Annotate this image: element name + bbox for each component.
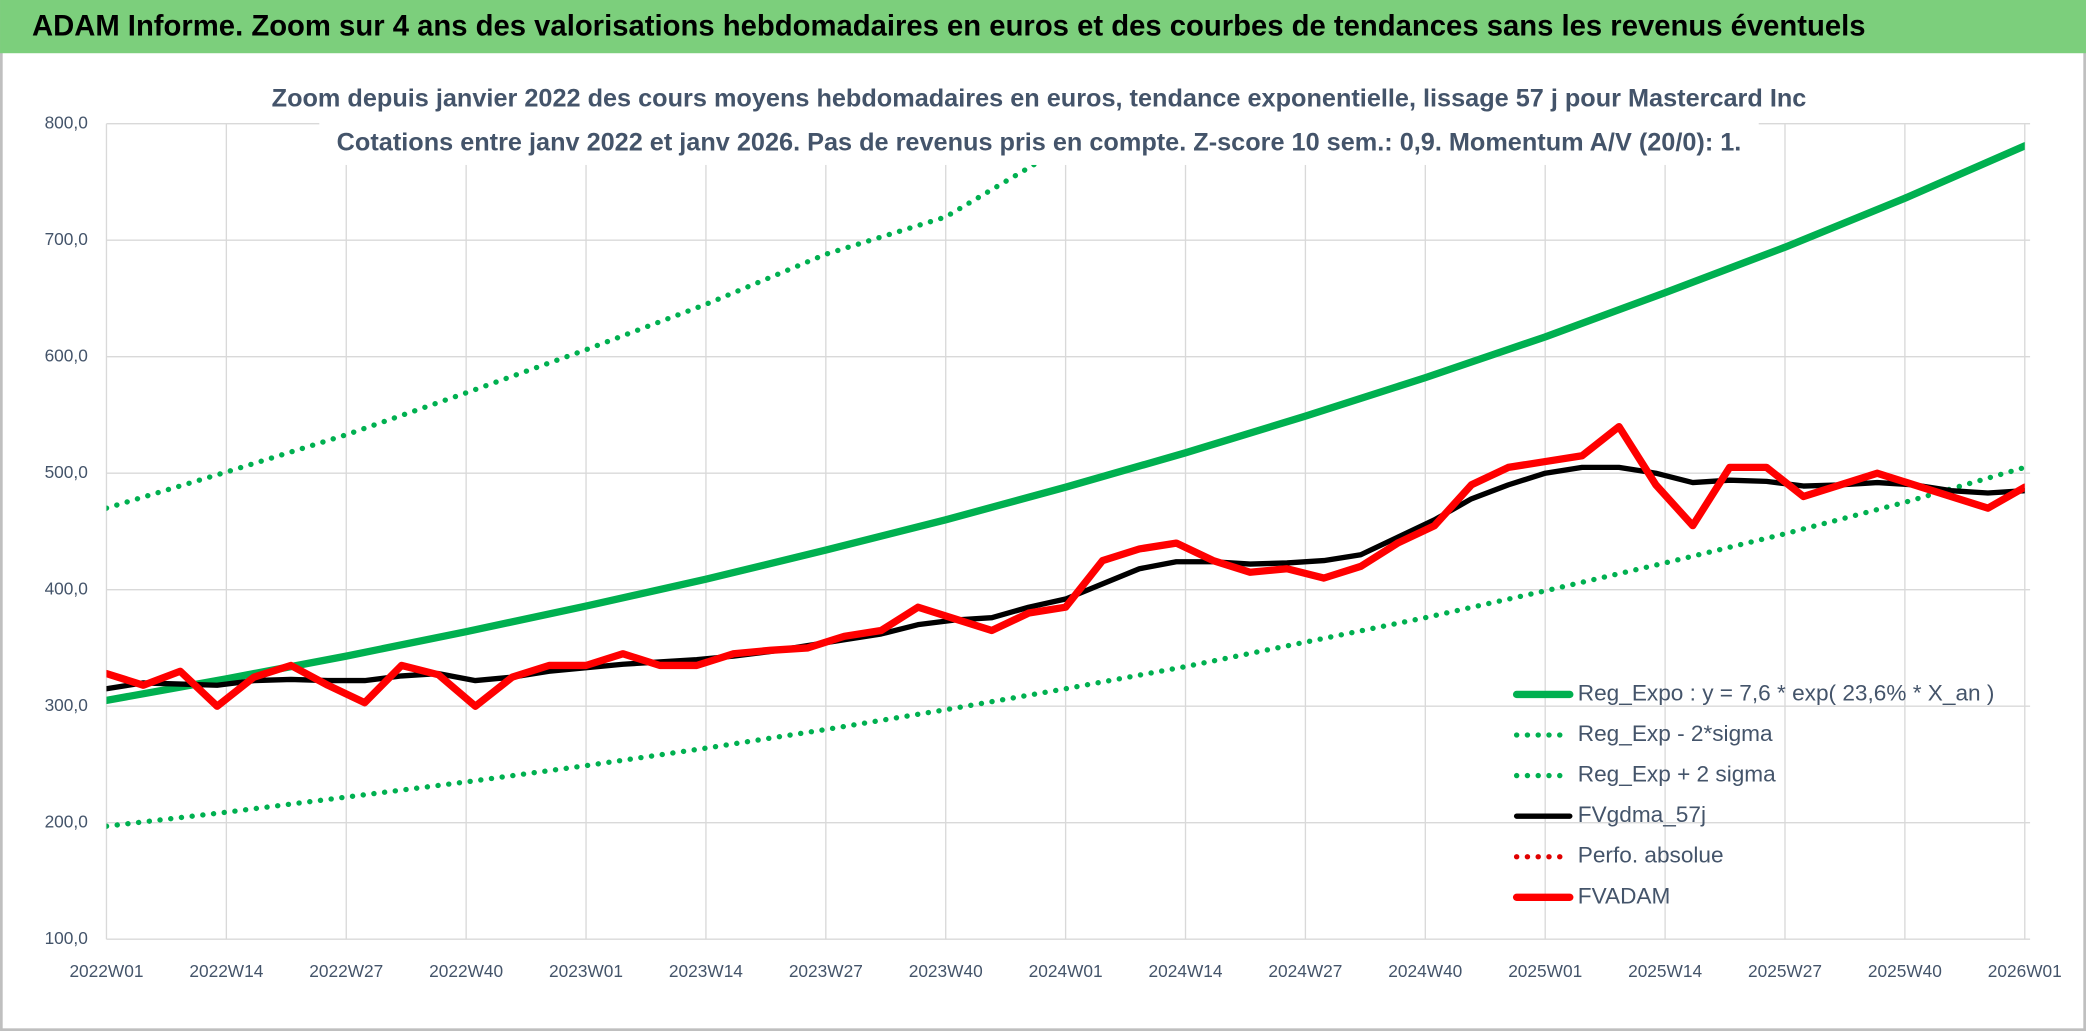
y-tick-label: 600,0	[45, 345, 88, 365]
x-tick-label: 2025W01	[1508, 961, 1582, 981]
y-tick-label: 500,0	[45, 462, 88, 482]
y-tick-label: 400,0	[45, 578, 88, 598]
x-tick-label: 2022W14	[189, 961, 263, 981]
chart-title: Zoom depuis janvier 2022 des cours moyen…	[272, 84, 1807, 112]
x-tick-label: 2022W01	[69, 961, 143, 981]
plot	[106, 123, 2025, 829]
x-tick-label: 2026W01	[1988, 961, 2062, 981]
series-line	[106, 142, 2025, 705]
x-tick-label: 2023W27	[789, 961, 863, 981]
x-tick-label: 2023W14	[669, 961, 743, 981]
legend-label: FVgdma_57j	[1578, 802, 1706, 827]
x-tick-label: 2023W40	[909, 961, 983, 981]
x-tick-label: 2024W40	[1388, 961, 1462, 981]
header-bar	[0, 0, 2086, 54]
legend-label: Reg_Expo : y = 7,6 * exp( 23,6% * X_an )	[1578, 680, 1995, 705]
title-box	[319, 79, 1759, 165]
y-tick-label: 300,0	[45, 695, 88, 715]
x-tick-label: 2023W01	[549, 961, 623, 981]
legend: Reg_Expo : y = 7,6 * exp( 23,6% * X_an )…	[1512, 680, 1995, 908]
x-tick-label: 2024W27	[1268, 961, 1342, 981]
x-tick-label: 2025W27	[1748, 961, 1822, 981]
legend-label: Reg_Exp + 2 sigma	[1578, 762, 1776, 787]
series-line	[106, 422, 2025, 710]
y-tick-label: 800,0	[45, 112, 88, 132]
y-tick-label: 100,0	[45, 928, 88, 948]
y-tick-label: 200,0	[45, 811, 88, 831]
series-line	[106, 123, 1117, 511]
x-tick-label: 2024W14	[1149, 961, 1223, 981]
legend-label: Reg_Exp - 2*sigma	[1578, 721, 1773, 746]
x-tick-label: 2022W40	[429, 961, 503, 981]
x-tick-label: 2022W27	[309, 961, 383, 981]
x-tick-label: 2025W40	[1868, 961, 1942, 981]
series-line	[106, 464, 2025, 829]
header-title: ADAM Informe. Zoom sur 4 ans des valoris…	[32, 11, 1866, 43]
y-tick-label: 700,0	[45, 229, 88, 249]
x-tick-label: 2024W01	[1029, 961, 1103, 981]
x-tick-label: 2025W14	[1628, 961, 1702, 981]
legend-label: Perfo. absolue	[1578, 843, 1724, 868]
legend-label: FVADAM	[1578, 883, 1671, 908]
chart-subtitle: Cotations entre janv 2022 et janv 2026. …	[337, 128, 1742, 156]
